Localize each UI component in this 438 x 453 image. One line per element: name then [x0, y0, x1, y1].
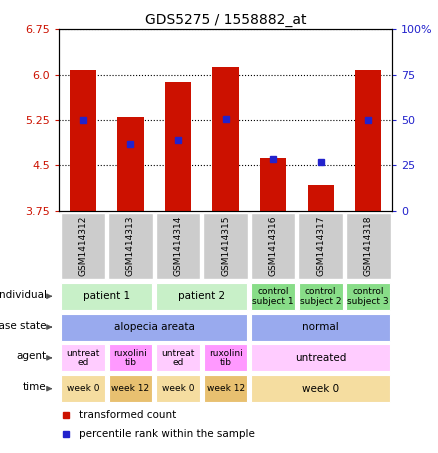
Text: normal: normal [302, 322, 339, 332]
FancyBboxPatch shape [109, 375, 152, 402]
Bar [70, 70, 96, 211]
FancyBboxPatch shape [346, 283, 390, 310]
FancyBboxPatch shape [109, 344, 152, 371]
FancyBboxPatch shape [108, 213, 153, 279]
Text: week 0: week 0 [162, 384, 194, 393]
Text: week 0: week 0 [302, 384, 339, 394]
Text: agent: agent [17, 352, 47, 361]
FancyBboxPatch shape [155, 213, 200, 279]
Bar [117, 117, 144, 211]
Text: patient 1: patient 1 [83, 291, 130, 301]
FancyBboxPatch shape [156, 344, 200, 371]
Text: ruxolini
tib: ruxolini tib [208, 348, 243, 367]
FancyBboxPatch shape [204, 344, 247, 371]
Text: individual: individual [0, 290, 47, 300]
Text: untreat
ed: untreat ed [66, 348, 99, 367]
Text: GSM1414317: GSM1414317 [316, 216, 325, 276]
Text: week 12: week 12 [206, 384, 245, 393]
Bar [165, 82, 191, 211]
Text: control
subject 1: control subject 1 [252, 287, 294, 306]
Text: untreated: untreated [295, 353, 346, 363]
Text: control
subject 2: control subject 2 [300, 287, 342, 306]
Text: GSM1414312: GSM1414312 [78, 216, 88, 276]
FancyBboxPatch shape [251, 313, 390, 341]
Text: ruxolini
tib: ruxolini tib [113, 348, 147, 367]
Text: control
subject 3: control subject 3 [347, 287, 389, 306]
FancyBboxPatch shape [61, 344, 105, 371]
FancyBboxPatch shape [251, 283, 295, 310]
FancyBboxPatch shape [60, 213, 105, 279]
Text: percentile rank within the sample: percentile rank within the sample [79, 429, 255, 439]
Text: GSM1414316: GSM1414316 [268, 216, 278, 276]
Bar [355, 70, 381, 211]
FancyBboxPatch shape [299, 283, 343, 310]
FancyBboxPatch shape [156, 283, 247, 310]
FancyBboxPatch shape [203, 213, 248, 279]
Text: GSM1414314: GSM1414314 [173, 216, 183, 276]
FancyBboxPatch shape [156, 375, 200, 402]
Text: GSM1414313: GSM1414313 [126, 216, 135, 276]
Text: transformed count: transformed count [79, 410, 177, 420]
Text: GSM1414318: GSM1414318 [364, 216, 373, 276]
FancyBboxPatch shape [251, 213, 296, 279]
FancyBboxPatch shape [298, 213, 343, 279]
FancyBboxPatch shape [61, 375, 105, 402]
Text: disease state: disease state [0, 321, 47, 331]
FancyBboxPatch shape [346, 213, 391, 279]
Text: week 12: week 12 [111, 384, 149, 393]
Bar [307, 185, 334, 211]
Text: time: time [23, 382, 47, 392]
FancyBboxPatch shape [61, 313, 247, 341]
Bar [212, 67, 239, 211]
Text: untreat
ed: untreat ed [161, 348, 195, 367]
FancyBboxPatch shape [61, 283, 152, 310]
Bar [260, 158, 286, 211]
Text: week 0: week 0 [67, 384, 99, 393]
Title: GDS5275 / 1558882_at: GDS5275 / 1558882_at [145, 13, 306, 27]
FancyBboxPatch shape [251, 344, 390, 371]
Text: alopecia areata: alopecia areata [114, 322, 194, 332]
Text: GSM1414315: GSM1414315 [221, 216, 230, 276]
FancyBboxPatch shape [204, 375, 247, 402]
Text: patient 2: patient 2 [178, 291, 226, 301]
FancyBboxPatch shape [251, 375, 390, 402]
